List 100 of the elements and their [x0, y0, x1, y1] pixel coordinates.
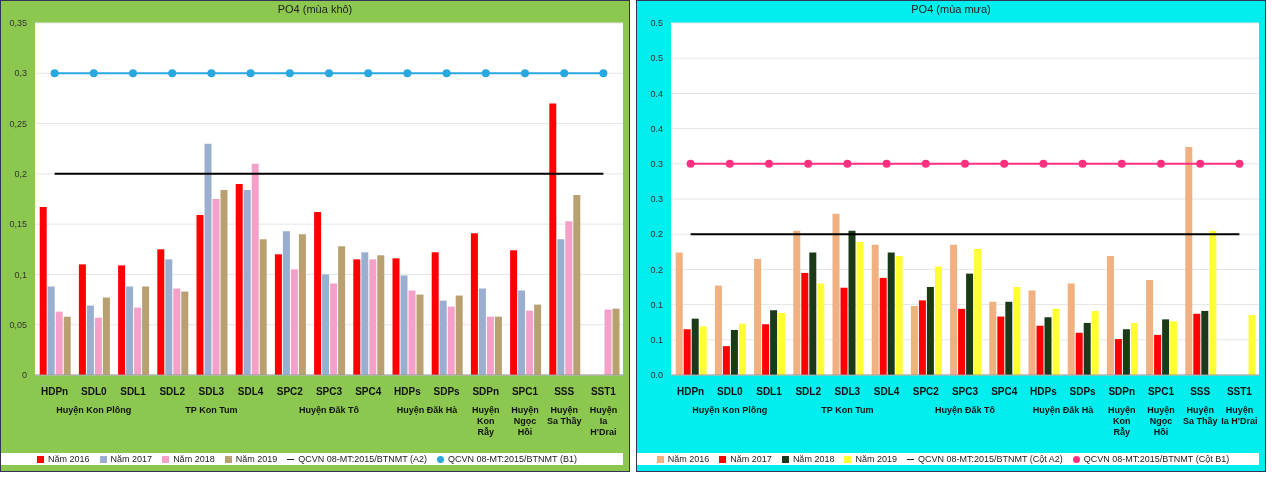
bar	[1146, 279, 1154, 375]
bar	[1185, 146, 1193, 375]
y-tick-label: 0.1	[650, 334, 663, 345]
bar	[856, 241, 864, 375]
bar	[1170, 321, 1178, 375]
bar	[683, 329, 691, 375]
bar	[243, 189, 251, 375]
bar	[196, 215, 204, 375]
bar	[1106, 256, 1114, 375]
legend-label: Năm 2016	[48, 454, 90, 464]
bar	[722, 346, 730, 375]
text: Huyện Ia H'Drai	[589, 405, 618, 437]
bar	[78, 264, 86, 375]
x-tick-label: SDPs	[1069, 386, 1097, 397]
bar	[604, 309, 612, 375]
x-tick-label: HDPn	[676, 386, 705, 397]
bar	[157, 249, 165, 375]
bar	[1248, 315, 1256, 375]
bar	[1005, 301, 1013, 375]
x-tick-label: SDL2	[159, 386, 186, 397]
y-tick-label: 0,15	[9, 219, 27, 230]
bar	[126, 286, 134, 375]
bar	[793, 230, 801, 375]
bar	[612, 308, 620, 375]
bar	[353, 259, 361, 375]
x-tick-label: SST1	[590, 386, 617, 397]
y-tick-label: 0.2	[650, 229, 663, 240]
bar	[510, 250, 518, 375]
bar	[1209, 230, 1217, 375]
bar	[910, 306, 918, 375]
bar	[1154, 334, 1162, 375]
bar	[832, 213, 840, 375]
text: Huyện Ngọc Hồi	[1147, 405, 1175, 437]
bar	[714, 285, 722, 375]
x-tick-label: SDPn	[472, 386, 500, 397]
bar	[730, 329, 738, 375]
bar	[392, 258, 400, 375]
bar	[173, 288, 181, 375]
bar	[63, 316, 71, 375]
bar	[282, 231, 290, 375]
bar	[887, 252, 895, 375]
y-tick-label: 0.0	[650, 370, 663, 381]
y-tick-label: 0,25	[9, 118, 27, 129]
bar	[431, 252, 439, 375]
legend-label: QCVN 08-MT:2015/BTNMT (B1)	[448, 454, 577, 464]
bar	[86, 305, 94, 375]
bar	[134, 307, 142, 375]
x-tick-label: SPC3	[951, 386, 979, 397]
bar	[118, 265, 126, 375]
bar	[518, 290, 526, 375]
bar	[455, 295, 463, 375]
bar	[565, 221, 573, 375]
bar	[778, 313, 786, 375]
bar	[895, 256, 903, 375]
y-tick-label: 0,1	[14, 269, 27, 280]
bar	[377, 255, 385, 375]
legend-label: Năm 2017	[110, 454, 153, 464]
x-tick-label: HDPn	[40, 386, 69, 397]
text: Huyện Ia H'Drai	[1221, 405, 1258, 426]
bar	[142, 286, 150, 375]
text: Huyện Sa Thầy	[546, 405, 582, 426]
chart-title: PO4 (mùa mưa)	[910, 3, 992, 15]
bar	[738, 323, 746, 375]
x-tick-label: SDL3	[198, 386, 225, 397]
bar	[1162, 319, 1170, 375]
x-tick-label: SDL4	[237, 386, 264, 397]
bar	[770, 310, 778, 375]
bar	[298, 234, 306, 375]
bar	[966, 273, 974, 375]
bar	[754, 258, 762, 375]
x-tick-label: SPC2	[912, 386, 940, 397]
bar	[879, 277, 887, 375]
x-tick-label: SPC2	[276, 386, 304, 397]
text: Huyện Đăk Tô	[934, 405, 996, 415]
y-tick-label: 0.4	[650, 88, 663, 99]
bar	[573, 194, 581, 375]
legend-label: QCVN 08-MT:2015/BTNMT (A2)	[298, 454, 428, 464]
bar	[691, 318, 699, 375]
x-tick-label: SDL1	[756, 386, 783, 397]
bar	[526, 310, 534, 375]
x-tick-label: HDPs	[394, 386, 422, 397]
bar	[809, 252, 817, 375]
bar	[314, 212, 322, 375]
bar	[801, 272, 809, 375]
legend-label: Năm 2018	[173, 454, 215, 464]
bar	[1052, 308, 1060, 375]
text: Huyện Kon Plông	[56, 405, 132, 415]
x-tick-label: SPC4	[355, 386, 382, 397]
bar	[439, 300, 447, 375]
y-tick-label: 0.1	[650, 299, 663, 310]
bar	[926, 287, 934, 375]
bar	[918, 300, 926, 375]
bar	[840, 287, 848, 375]
bar	[549, 103, 557, 375]
bar	[259, 239, 267, 375]
bar	[274, 254, 282, 375]
text: Huyện Kon Rẫy	[472, 405, 500, 437]
bar	[165, 259, 173, 375]
bar	[871, 244, 879, 375]
y-tick-label: 0.4	[650, 123, 663, 134]
